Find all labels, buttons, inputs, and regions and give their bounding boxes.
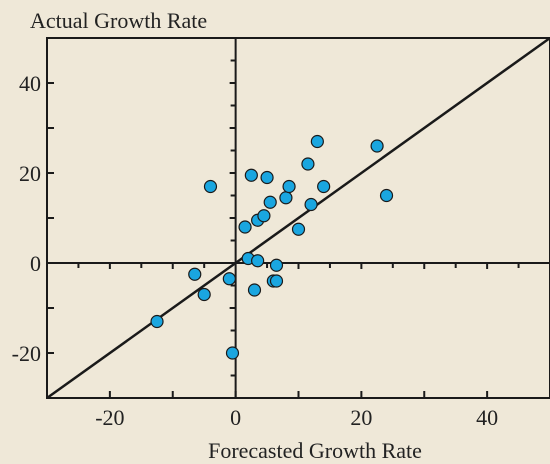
data-point	[310, 134, 324, 149]
x-tick-label: -20	[95, 405, 124, 430]
data-point	[247, 283, 262, 297]
x-tick-label: 40	[476, 405, 498, 430]
y-tick-label: 0	[30, 251, 41, 276]
data-point	[269, 274, 284, 288]
data-point	[244, 168, 258, 182]
data-point	[291, 222, 306, 236]
data-point	[263, 195, 277, 209]
data-point	[225, 346, 240, 360]
data-point	[269, 258, 284, 272]
data-point	[304, 197, 318, 212]
x-tick-label: 20	[350, 405, 372, 430]
reference-line	[46, 36, 550, 400]
x-axis-label: Forecasted Growth Rate	[208, 438, 422, 463]
data-point	[279, 191, 293, 205]
data-point	[203, 179, 218, 194]
y-tick-label: -20	[12, 341, 41, 366]
y-tick-label: 40	[19, 71, 41, 96]
data-point	[282, 179, 296, 194]
data-point	[222, 272, 236, 286]
data-point	[301, 157, 315, 171]
x-tick-label: 0	[230, 405, 241, 430]
data-point	[260, 170, 274, 185]
data-point	[370, 139, 384, 153]
plot-area: -20 0 20 40 -20 0 20 40	[12, 36, 550, 430]
data-point	[188, 267, 202, 281]
data-point	[197, 287, 211, 302]
y-axis-label: Actual Growth Rate	[30, 8, 207, 33]
data-point	[257, 209, 271, 223]
data-point	[251, 254, 265, 268]
data-point	[317, 179, 331, 194]
y-tick-label: 20	[19, 161, 41, 186]
data-point	[379, 188, 394, 203]
data-point	[238, 220, 252, 234]
data-point	[150, 314, 164, 329]
